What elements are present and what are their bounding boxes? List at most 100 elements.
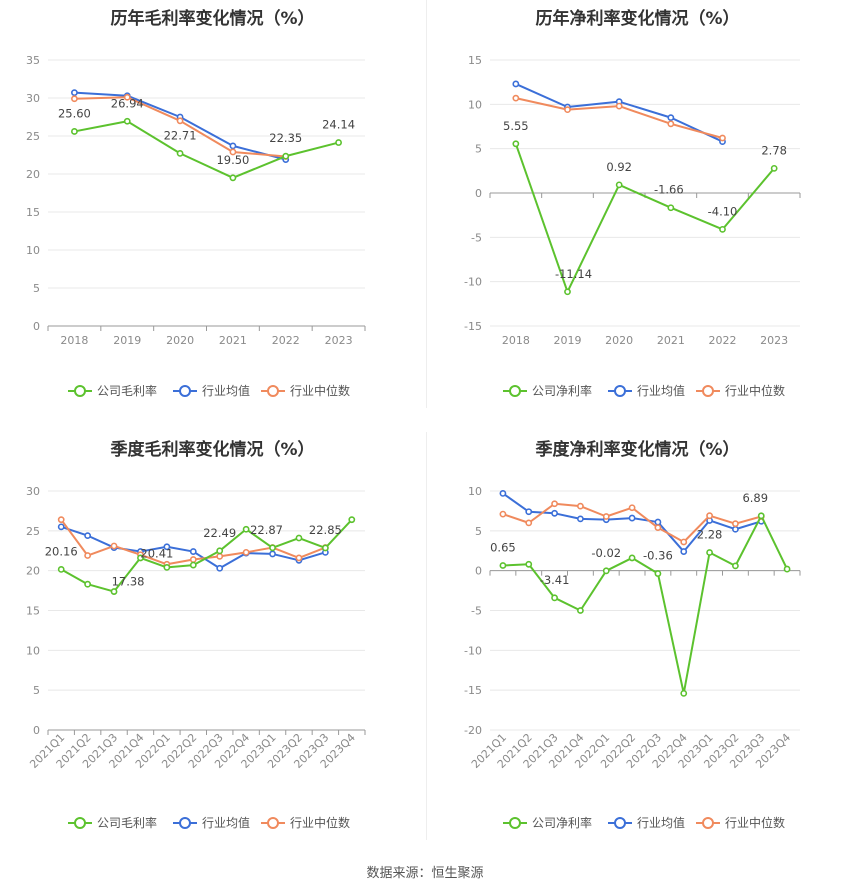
x-tick-label: 2022 — [709, 334, 737, 347]
data-label: -3.41 — [540, 573, 570, 587]
data-point — [229, 148, 237, 156]
y-tick-label: 25 — [26, 525, 40, 538]
data-point — [84, 552, 92, 559]
y-tick-label: 5 — [475, 525, 482, 538]
data-point — [667, 120, 675, 128]
data-point — [551, 509, 558, 517]
data-label: -1.66 — [654, 183, 684, 197]
data-point — [654, 518, 662, 526]
y-tick-label: 10 — [26, 244, 40, 257]
data-point — [628, 514, 636, 522]
y-tick-label: -5 — [471, 231, 482, 244]
y-tick-label: -15 — [464, 684, 482, 697]
data-point — [719, 134, 726, 142]
y-tick-label: 0 — [475, 187, 482, 200]
data-point — [335, 139, 342, 146]
data-point — [680, 548, 688, 555]
legend-swatch-marker — [614, 817, 626, 829]
data-point — [667, 204, 675, 212]
legend-swatch-marker — [267, 385, 279, 397]
y-tick-label: 20 — [26, 168, 40, 181]
y-tick-label: 0 — [33, 724, 40, 737]
data-point — [295, 534, 303, 542]
data-label: -0.36 — [643, 549, 673, 563]
y-tick-label: 10 — [26, 644, 40, 657]
data-label: 20.41 — [140, 546, 173, 560]
data-point — [667, 114, 675, 122]
x-tick-label: 2018 — [60, 334, 88, 347]
data-point — [229, 142, 237, 150]
legend-label: 行业中位数 — [725, 383, 785, 398]
data-point — [242, 548, 250, 556]
quarterly-gross-margin-panel: 季度毛利率变化情况（%） 0 5 10 15 20 25 30 2021Q1 2021Q2 202… — [0, 431, 425, 861]
data-point — [706, 512, 713, 520]
data-point — [564, 106, 571, 114]
data-point — [216, 552, 224, 560]
data-point — [71, 128, 78, 135]
data-label: 0.92 — [606, 160, 632, 174]
y-tick-label: 10 — [468, 98, 482, 111]
x-tick-label: 2018 — [502, 334, 530, 347]
data-point — [110, 542, 118, 550]
data-label: 19.50 — [216, 153, 249, 167]
data-point — [551, 594, 558, 602]
y-tick-label: 35 — [26, 54, 40, 67]
x-tick-label: 2023 — [325, 334, 353, 347]
data-point — [229, 174, 237, 182]
data-label: 2.78 — [761, 143, 787, 157]
data-point — [216, 564, 224, 572]
data-point — [348, 516, 356, 524]
data-point — [783, 565, 791, 573]
x-tick-label: 2021 — [657, 334, 685, 347]
y-tick-label: 30 — [26, 92, 40, 105]
data-point — [84, 532, 92, 540]
data-point — [525, 519, 533, 527]
data-label: -4.10 — [708, 204, 738, 218]
y-tick-label: 5 — [33, 282, 40, 295]
legend-swatch-marker — [179, 385, 191, 397]
data-point — [564, 288, 571, 296]
data-label: -0.02 — [591, 546, 621, 560]
legend-label: 行业均值 — [202, 383, 250, 398]
legend-swatch-marker — [74, 385, 86, 397]
y-tick-label: 15 — [468, 54, 482, 67]
x-tick-label: 2020 — [166, 334, 194, 347]
data-point — [123, 93, 131, 101]
annual-net-margin-panel: 历年净利率变化情况（%） -15 -10 -5 0 5 10 15 2018 2019 2020 2… — [425, 0, 850, 420]
y-tick-label: 10 — [468, 485, 482, 498]
data-label: 22.87 — [250, 523, 283, 537]
data-point — [189, 548, 197, 555]
x-tick-label: 2021 — [219, 334, 247, 347]
data-label: 0.65 — [490, 540, 516, 554]
legend-swatch-marker — [702, 817, 714, 829]
legend-swatch-marker — [614, 385, 626, 397]
y-tick-label: -10 — [464, 276, 482, 289]
data-point — [719, 225, 726, 233]
chart-title: 季度毛利率变化情况（%） — [110, 440, 315, 460]
y-tick-label: -10 — [464, 644, 482, 657]
data-point — [577, 515, 584, 523]
data-point — [321, 544, 329, 552]
data-point — [137, 554, 144, 562]
legend-swatch-marker — [74, 817, 86, 829]
quarterly-gross-margin-chart: 0510152025302021Q12021Q22021Q32021Q42022… — [26, 485, 366, 830]
series-line — [60, 518, 353, 593]
y-tick-label: 0 — [475, 565, 482, 578]
y-tick-label: 20 — [26, 565, 40, 578]
data-point — [615, 102, 623, 110]
data-point — [654, 524, 662, 532]
data-point — [732, 562, 739, 570]
data-label: 6.89 — [742, 491, 768, 505]
data-point — [189, 561, 197, 569]
data-point — [282, 152, 290, 160]
chart-title: 季度净利率变化情况（%） — [535, 440, 740, 460]
y-tick-label: -20 — [464, 724, 482, 737]
series-line — [515, 83, 723, 143]
data-point — [732, 525, 739, 533]
data-point — [84, 580, 92, 588]
x-tick-label: 2019 — [554, 334, 582, 347]
annual-gross-margin-chart: 0 5 10 15 20 25 30 35 2018 2019 2020 2021 2022 2023 25… — [26, 54, 366, 398]
chart-title: 历年净利率变化情况（%） — [535, 9, 740, 29]
data-point — [512, 94, 520, 102]
data-point — [123, 117, 131, 125]
